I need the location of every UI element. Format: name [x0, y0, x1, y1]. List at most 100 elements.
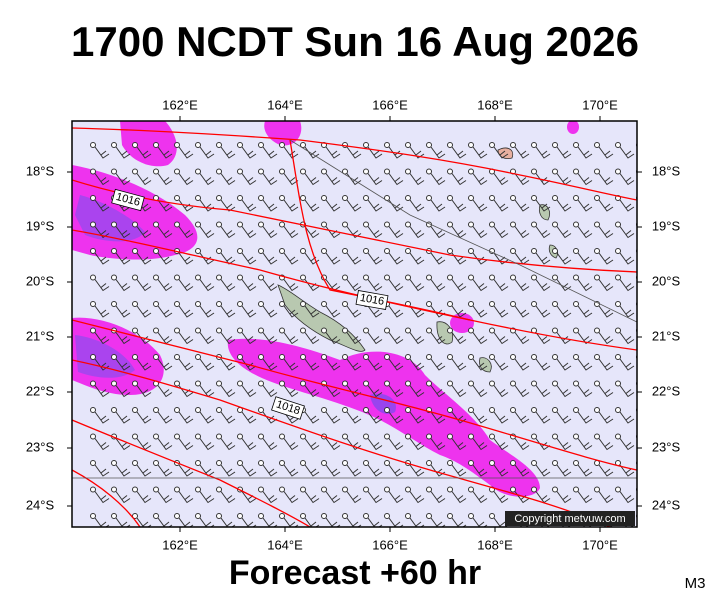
wind-barb	[94, 173, 110, 186]
station	[405, 142, 411, 148]
station	[258, 513, 264, 519]
station	[321, 513, 327, 519]
station	[489, 195, 495, 201]
station	[573, 327, 579, 334]
station	[237, 168, 243, 175]
station	[405, 168, 411, 175]
station	[426, 142, 432, 148]
station	[216, 168, 222, 175]
station	[531, 221, 537, 228]
isobars	[72, 127, 637, 527]
lat-label: 23°S	[26, 439, 55, 454]
lon-label: 162°E	[162, 97, 198, 112]
wind-barb	[577, 491, 593, 504]
station	[573, 274, 579, 281]
wind-barb	[493, 199, 509, 212]
wind-barb	[451, 491, 467, 504]
station	[237, 354, 243, 360]
barbs	[90, 142, 655, 529]
wind-barb	[598, 279, 614, 292]
station	[405, 433, 411, 440]
wind-barb	[220, 252, 236, 265]
station	[594, 354, 600, 360]
station	[363, 195, 369, 201]
station	[510, 248, 516, 254]
station	[174, 301, 180, 307]
wind-barb	[472, 358, 488, 371]
wind-barb	[283, 199, 299, 212]
copyright: Copyright metvuw.com	[514, 513, 625, 525]
station	[405, 195, 411, 201]
wind-barb	[472, 332, 488, 345]
lat-label: 20°S	[652, 273, 681, 288]
station	[111, 380, 117, 387]
wind-barb	[178, 411, 194, 424]
wind-barb	[535, 146, 551, 159]
wind-barb	[367, 226, 383, 239]
wind-barb	[199, 332, 215, 345]
station	[342, 460, 348, 466]
wind-barb	[262, 358, 278, 371]
wind-barb	[367, 385, 383, 398]
station	[426, 433, 432, 440]
wind-barb	[388, 332, 404, 345]
station	[594, 486, 600, 493]
station	[573, 433, 579, 440]
station	[342, 221, 348, 228]
station	[552, 274, 558, 281]
station	[90, 407, 96, 413]
station	[237, 274, 243, 281]
wind-barb	[367, 411, 383, 424]
wind-barb	[94, 438, 110, 451]
wind-barb	[556, 411, 572, 424]
station	[447, 486, 453, 493]
wind-barb	[325, 199, 341, 212]
thin-lines	[72, 139, 637, 479]
station	[258, 354, 264, 360]
wind-barb	[346, 358, 362, 371]
lat-label: 23°S	[652, 439, 681, 454]
station	[594, 380, 600, 387]
station	[489, 327, 495, 334]
wind-barb	[409, 146, 425, 159]
station	[300, 513, 306, 519]
wind-barb	[199, 226, 215, 239]
wind-barb	[493, 491, 509, 504]
wind-barb	[94, 332, 110, 345]
station	[510, 460, 516, 466]
station	[531, 274, 537, 281]
wind-barb	[451, 173, 467, 186]
station	[510, 486, 516, 493]
wind-barb	[94, 305, 110, 318]
wind-barb	[241, 199, 257, 212]
station	[594, 327, 600, 334]
station	[279, 460, 285, 466]
station	[153, 301, 159, 307]
wind-barb	[262, 438, 278, 451]
wind-barb	[136, 385, 152, 398]
station	[258, 433, 264, 440]
wind-barb	[535, 385, 551, 398]
station	[468, 248, 474, 254]
wind-barb	[577, 146, 593, 159]
wind-barb	[577, 358, 593, 371]
station	[300, 486, 306, 493]
wind-barb	[514, 226, 530, 239]
station	[384, 168, 390, 175]
wind-barb	[641, 518, 655, 529]
station	[447, 301, 453, 307]
station	[111, 142, 117, 148]
station	[90, 513, 96, 519]
station	[132, 221, 138, 228]
isobar-label: 1016	[355, 290, 389, 310]
wind-barb	[304, 173, 320, 186]
station	[195, 274, 201, 281]
wind-barb	[598, 464, 614, 477]
station	[321, 248, 327, 254]
wind-barb	[178, 279, 194, 292]
station	[321, 168, 327, 175]
station	[153, 168, 159, 175]
wind-barb	[641, 200, 655, 211]
station	[384, 433, 390, 440]
